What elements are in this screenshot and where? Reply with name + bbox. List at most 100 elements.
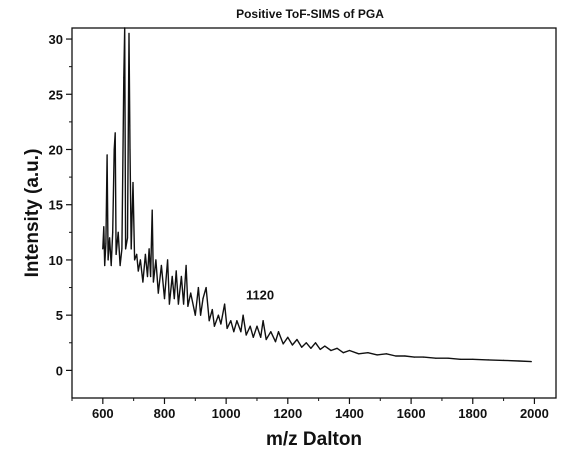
data-point	[376, 354, 378, 356]
data-point	[130, 248, 132, 250]
data-point	[124, 27, 126, 29]
ticks-layer: 600 800 1000 1200 1400 1600 1800 2000 0 5 10 15 20 25…	[49, 32, 549, 421]
data-point	[487, 359, 489, 361]
data-point	[503, 359, 505, 361]
data-point	[180, 275, 182, 278]
data-point	[282, 343, 284, 345]
data-point	[226, 327, 228, 329]
data-point	[319, 348, 321, 350]
data-point	[136, 253, 138, 255]
data-point	[336, 347, 338, 349]
x-tick-label: 1800	[458, 406, 487, 421]
data-point	[157, 292, 159, 294]
data-point	[129, 148, 131, 151]
data-point	[277, 331, 280, 333]
data-point	[435, 357, 437, 359]
data-point	[177, 303, 179, 305]
data-point	[148, 248, 150, 250]
data-point	[114, 132, 116, 134]
x-tick-label: 1000	[212, 406, 241, 421]
data-point	[150, 275, 152, 278]
data-point	[107, 259, 109, 261]
data-point	[152, 281, 154, 283]
data-point	[287, 336, 289, 338]
data-point	[422, 356, 424, 358]
data-point	[249, 325, 251, 327]
data-point	[205, 287, 207, 289]
data-point	[113, 148, 115, 151]
data-point	[167, 259, 169, 261]
data-point	[213, 325, 215, 327]
data-point	[314, 342, 317, 344]
y-tick-label: 30	[49, 32, 63, 47]
data-point	[310, 347, 312, 349]
y-tick-label: 5	[56, 308, 63, 323]
x-tick-label: 800	[154, 406, 176, 421]
x-axis-title: m/z Dalton	[266, 429, 362, 450]
data-point	[117, 231, 119, 233]
data-point	[168, 303, 170, 305]
data-point	[270, 331, 272, 333]
data-point	[217, 314, 219, 316]
data-point	[106, 154, 108, 156]
data-point	[459, 358, 461, 360]
data-point	[132, 182, 134, 184]
data-point	[115, 253, 117, 255]
data-point	[330, 349, 332, 352]
y-tick-label: 10	[49, 253, 63, 268]
data-layer	[102, 27, 532, 363]
data-point	[342, 352, 344, 354]
data-point	[395, 355, 397, 357]
x-tick-label: 600	[92, 406, 114, 421]
data-point	[112, 231, 114, 233]
data-point	[125, 248, 127, 250]
data-point	[472, 358, 474, 360]
data-point	[102, 248, 104, 250]
spectrum-line	[102, 27, 532, 363]
data-point	[126, 237, 129, 239]
data-point	[240, 331, 242, 333]
data-point	[163, 298, 166, 300]
data-point	[128, 32, 130, 35]
data-point	[151, 209, 153, 211]
data-point	[155, 259, 157, 261]
data-point	[194, 314, 196, 316]
data-point	[142, 281, 144, 283]
y-tick-label: 20	[49, 142, 63, 157]
data-point	[348, 349, 351, 352]
data-point	[236, 320, 238, 322]
data-point	[202, 298, 204, 300]
data-point	[262, 320, 264, 322]
data-point	[385, 353, 387, 355]
data-point	[103, 226, 105, 228]
data-point	[447, 357, 449, 359]
x-tick-label: 1600	[397, 406, 426, 421]
data-point	[358, 353, 360, 355]
data-point	[224, 303, 226, 305]
data-point	[185, 264, 187, 267]
x-tick-label: 1400	[335, 406, 364, 421]
data-point	[301, 346, 303, 348]
data-point	[220, 323, 222, 325]
data-point	[230, 320, 232, 322]
data-point	[110, 264, 112, 267]
data-point	[137, 270, 139, 272]
data-point	[190, 292, 192, 294]
data-point	[274, 341, 277, 343]
data-point	[104, 264, 106, 267]
data-point	[183, 303, 185, 305]
data-point	[171, 275, 173, 278]
data-point	[123, 77, 125, 79]
data-point	[200, 314, 202, 316]
data-point	[146, 275, 149, 278]
data-point	[404, 355, 406, 357]
data-point	[144, 253, 146, 255]
data-point	[208, 320, 210, 322]
y-axis-title: Intensity (a.u.)	[22, 149, 43, 278]
data-point	[518, 360, 520, 362]
y-tick-label: 0	[56, 363, 63, 378]
y-tick-label: 15	[49, 198, 63, 213]
data-point	[252, 336, 254, 338]
data-point	[139, 259, 141, 261]
data-point	[296, 338, 298, 341]
